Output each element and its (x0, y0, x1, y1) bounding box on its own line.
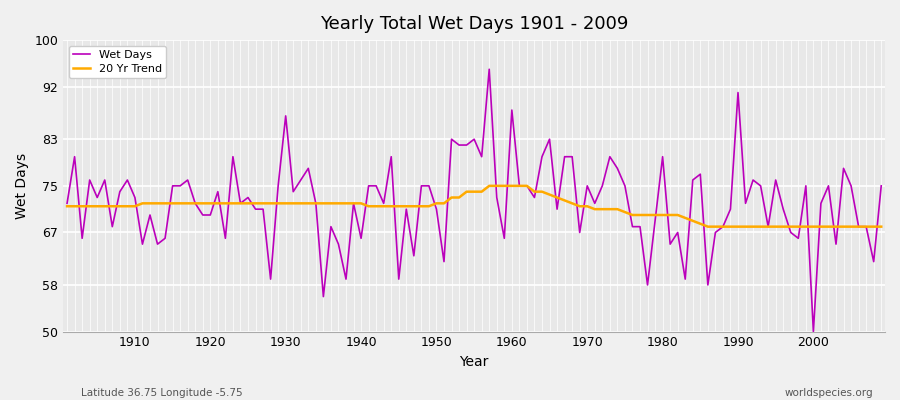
Wet Days (484, 67, 495, 72)
Wet Days (514, 184, 525, 188)
Wet Days (288, 189, 299, 194)
20 Yr Trend (514, 184, 525, 188)
20 Yr Trend (288, 201, 299, 206)
20 Yr Trend (507, 184, 517, 188)
Wet Days (808, 329, 819, 334)
X-axis label: Year: Year (460, 355, 489, 369)
Wet Days (333, 242, 344, 246)
Y-axis label: Wet Days: Wet Days (15, 153, 29, 219)
Line: Wet Days: Wet Days (68, 69, 881, 332)
Wet Days (876, 184, 886, 188)
20 Yr Trend (484, 184, 495, 188)
Legend: Wet Days, 20 Yr Trend: Wet Days, 20 Yr Trend (68, 46, 166, 78)
20 Yr Trend (122, 204, 133, 209)
20 Yr Trend (62, 204, 73, 209)
Title: Yearly Total Wet Days 1901 - 2009: Yearly Total Wet Days 1901 - 2009 (320, 15, 628, 33)
20 Yr Trend (333, 201, 344, 206)
Wet Days (507, 108, 517, 112)
Text: worldspecies.org: worldspecies.org (785, 388, 873, 398)
Wet Days (122, 178, 133, 182)
20 Yr Trend (876, 224, 886, 229)
Wet Days (605, 154, 616, 159)
Wet Days (62, 201, 73, 206)
20 Yr Trend (702, 224, 713, 229)
20 Yr Trend (605, 207, 616, 212)
Line: 20 Yr Trend: 20 Yr Trend (68, 186, 881, 227)
Text: Latitude 36.75 Longitude -5.75: Latitude 36.75 Longitude -5.75 (81, 388, 243, 398)
